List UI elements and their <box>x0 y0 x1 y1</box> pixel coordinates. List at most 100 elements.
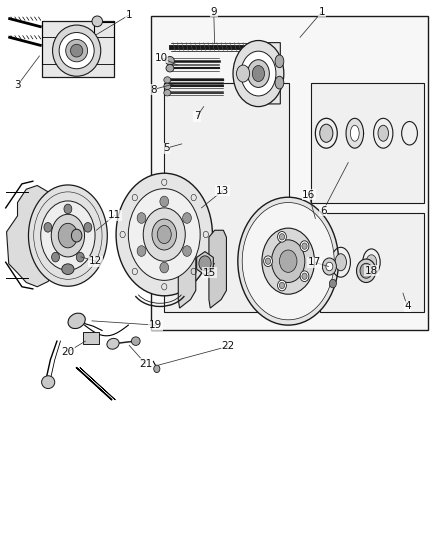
Ellipse shape <box>71 44 83 57</box>
Ellipse shape <box>278 231 286 242</box>
Ellipse shape <box>157 225 171 244</box>
Ellipse shape <box>279 250 297 272</box>
Ellipse shape <box>143 208 185 261</box>
Text: 17: 17 <box>308 257 321 267</box>
Ellipse shape <box>302 243 307 249</box>
Ellipse shape <box>76 252 84 262</box>
Ellipse shape <box>59 33 94 69</box>
Text: 20: 20 <box>61 347 74 357</box>
Ellipse shape <box>255 42 266 52</box>
Ellipse shape <box>320 124 333 142</box>
Ellipse shape <box>41 201 95 270</box>
Ellipse shape <box>300 271 309 281</box>
Ellipse shape <box>64 204 72 214</box>
Ellipse shape <box>28 185 107 286</box>
Ellipse shape <box>262 228 314 294</box>
Ellipse shape <box>53 25 101 76</box>
Ellipse shape <box>242 203 334 320</box>
Ellipse shape <box>84 223 92 232</box>
Ellipse shape <box>66 39 88 62</box>
Text: 11: 11 <box>108 211 121 220</box>
Ellipse shape <box>279 282 285 289</box>
Ellipse shape <box>329 279 336 288</box>
Ellipse shape <box>241 51 276 96</box>
Text: 4: 4 <box>404 302 411 311</box>
Ellipse shape <box>92 16 102 27</box>
Text: 8: 8 <box>150 85 157 94</box>
Ellipse shape <box>265 258 271 264</box>
Text: 12: 12 <box>89 256 102 266</box>
Ellipse shape <box>237 65 250 82</box>
Ellipse shape <box>275 55 284 68</box>
Polygon shape <box>7 185 53 287</box>
Ellipse shape <box>300 241 309 252</box>
Text: 6: 6 <box>320 206 327 215</box>
Polygon shape <box>42 21 114 77</box>
Ellipse shape <box>164 83 171 90</box>
Ellipse shape <box>154 365 160 373</box>
Ellipse shape <box>128 189 200 280</box>
Ellipse shape <box>272 240 305 282</box>
Ellipse shape <box>264 256 272 266</box>
Text: 16: 16 <box>302 190 315 199</box>
Ellipse shape <box>166 56 174 65</box>
Ellipse shape <box>279 233 285 240</box>
Ellipse shape <box>51 214 85 257</box>
Ellipse shape <box>278 280 286 291</box>
Bar <box>83 332 99 344</box>
Ellipse shape <box>238 197 339 325</box>
Ellipse shape <box>326 262 333 271</box>
Polygon shape <box>241 43 280 104</box>
Ellipse shape <box>183 246 191 256</box>
Ellipse shape <box>164 90 171 96</box>
Polygon shape <box>164 83 289 312</box>
Ellipse shape <box>107 338 119 349</box>
Ellipse shape <box>247 60 269 87</box>
Ellipse shape <box>275 76 284 89</box>
Ellipse shape <box>42 376 55 389</box>
Ellipse shape <box>116 173 212 296</box>
Ellipse shape <box>233 41 284 107</box>
Text: 19: 19 <box>149 320 162 330</box>
Text: 22: 22 <box>221 342 234 351</box>
Polygon shape <box>178 230 196 308</box>
Text: 5: 5 <box>163 143 170 153</box>
Text: 15: 15 <box>203 268 216 278</box>
Ellipse shape <box>346 118 364 148</box>
Ellipse shape <box>252 66 265 82</box>
Text: 21: 21 <box>139 359 152 368</box>
Polygon shape <box>209 230 226 308</box>
Ellipse shape <box>335 254 346 271</box>
Polygon shape <box>320 213 424 312</box>
Ellipse shape <box>183 213 191 223</box>
Ellipse shape <box>360 263 372 278</box>
Text: 3: 3 <box>14 80 21 90</box>
Text: 13: 13 <box>216 186 229 196</box>
Text: 1: 1 <box>318 7 325 17</box>
Polygon shape <box>151 16 428 330</box>
Ellipse shape <box>152 219 177 250</box>
Ellipse shape <box>131 337 140 345</box>
Ellipse shape <box>160 196 169 207</box>
Ellipse shape <box>350 125 359 141</box>
Ellipse shape <box>71 229 82 242</box>
Ellipse shape <box>58 223 78 248</box>
Text: 1: 1 <box>126 10 133 20</box>
Text: 10: 10 <box>155 53 168 62</box>
Ellipse shape <box>378 125 389 141</box>
Ellipse shape <box>164 77 171 83</box>
Ellipse shape <box>302 273 307 279</box>
Text: 7: 7 <box>194 111 201 121</box>
Ellipse shape <box>44 223 52 232</box>
Polygon shape <box>311 83 424 203</box>
Text: 18: 18 <box>365 266 378 276</box>
Ellipse shape <box>166 64 174 72</box>
Ellipse shape <box>366 255 377 270</box>
Ellipse shape <box>137 213 146 223</box>
Ellipse shape <box>52 252 60 262</box>
Ellipse shape <box>357 259 376 282</box>
Ellipse shape <box>322 258 336 275</box>
Ellipse shape <box>62 264 74 274</box>
Ellipse shape <box>199 256 211 271</box>
Polygon shape <box>197 252 213 275</box>
